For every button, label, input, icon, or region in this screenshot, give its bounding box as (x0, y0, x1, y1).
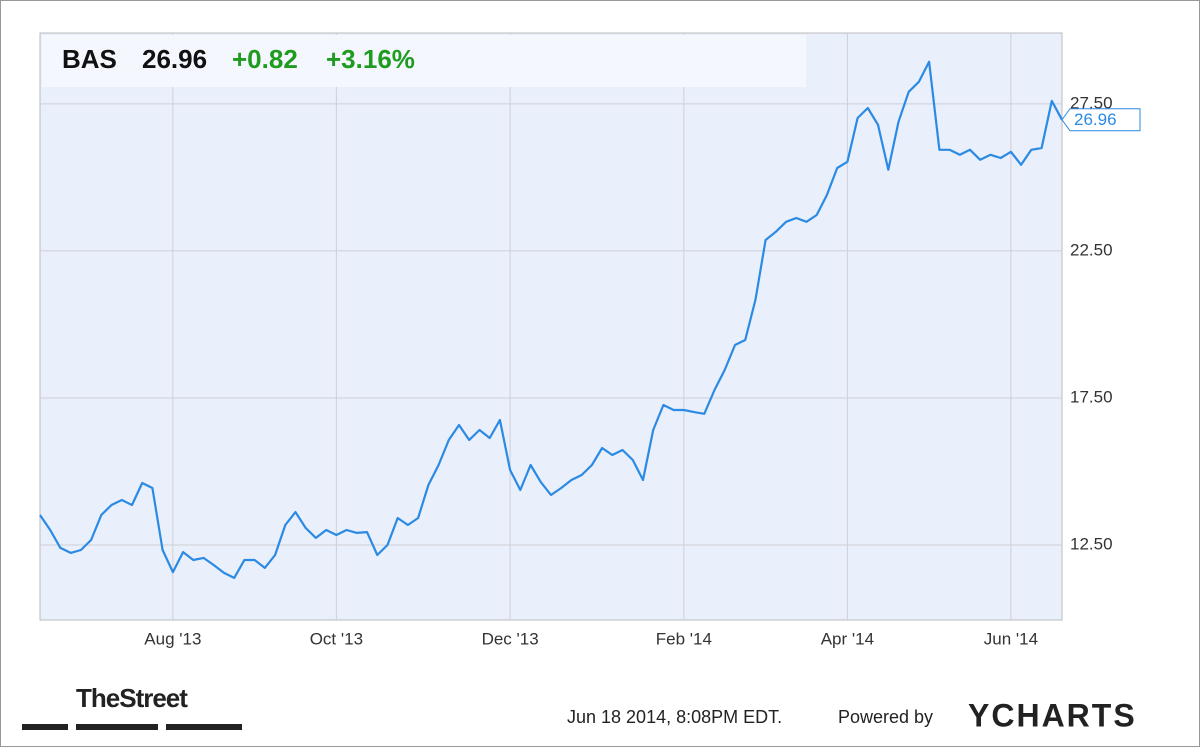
footer: TheStreet Jun 18 2014, 8:08PM EDT. Power… (22, 683, 1137, 733)
price: 26.96 (142, 44, 207, 74)
change: +0.82 (232, 44, 298, 74)
header-box (42, 35, 806, 87)
value-label-box (1061, 108, 1141, 132)
brand-bar (76, 724, 158, 730)
x-tick-label: Dec '13 (482, 629, 539, 648)
y-tick-label: 27.50 (1070, 93, 1113, 112)
x-tick-label: Oct '13 (310, 629, 363, 648)
series (39, 60, 1063, 579)
powered-by: Powered by (838, 707, 933, 727)
symbol: BAS (62, 44, 117, 74)
brand-bar (166, 724, 242, 730)
provider-logo: YCHARTS (968, 697, 1137, 733)
timestamp: Jun 18 2014, 8:08PM EDT. (567, 707, 782, 727)
brand: TheStreet (76, 683, 188, 713)
value-label: 26.96 (1074, 110, 1117, 129)
x-tick-label: Feb '14 (656, 629, 712, 648)
y-tick-label: 22.50 (1070, 240, 1113, 259)
x-tick-label: Aug '13 (144, 629, 201, 648)
grid (40, 33, 1062, 620)
price-line (39, 60, 1063, 579)
x-tick-label: Jun '14 (984, 629, 1038, 648)
y-tick-label: 17.50 (1070, 387, 1113, 406)
y-tick-label: 12.50 (1070, 534, 1113, 553)
change-pct: +3.16% (326, 44, 415, 74)
brand-bar (22, 724, 68, 730)
plot-area (39, 32, 1063, 621)
x-tick-label: Apr '14 (821, 629, 874, 648)
